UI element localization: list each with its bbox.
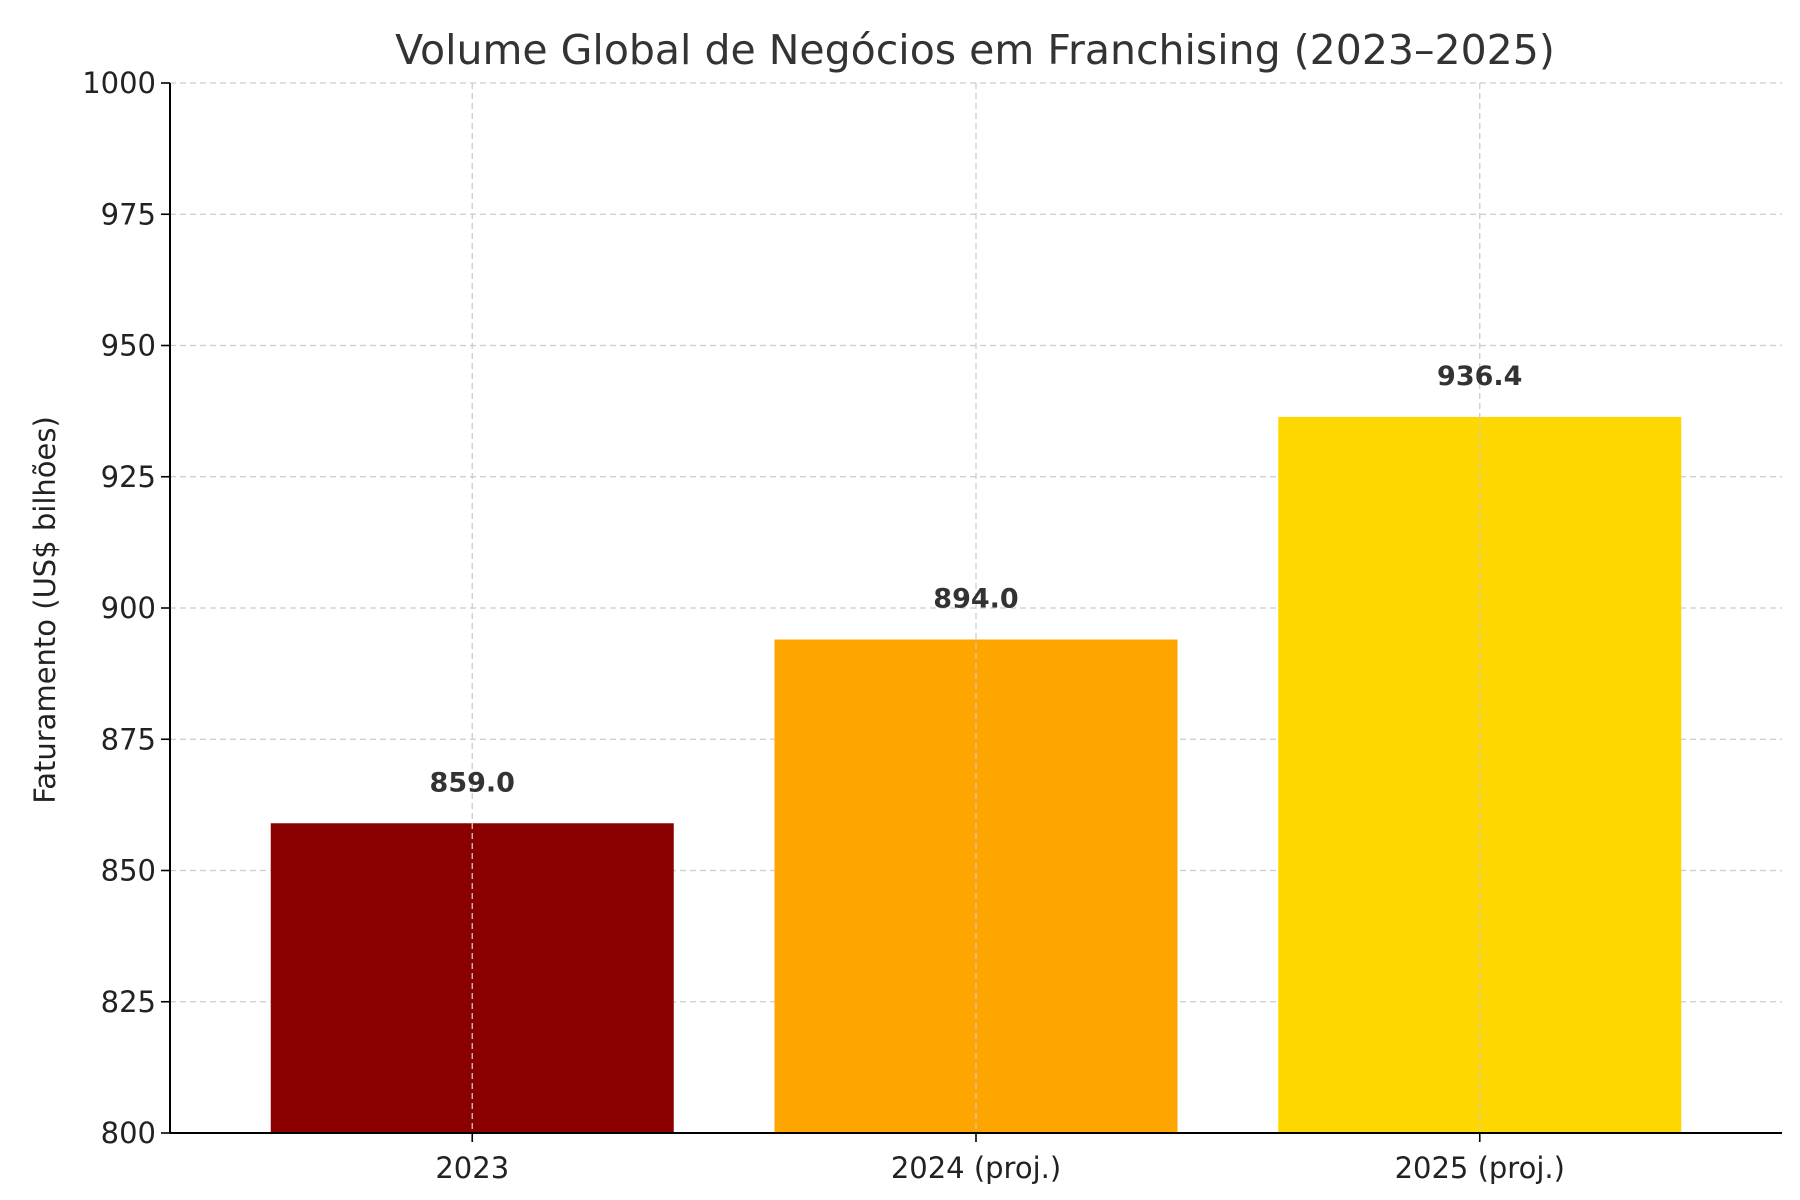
vertical-grid-lines [471,83,1481,1133]
y-axis-ticks: 800 825 850 875 900 925 950 975 1000 [82,66,170,1150]
y-tick-label: 975 [101,197,156,231]
y-tick-label: 825 [101,985,156,1019]
y-tick-label: 925 [101,460,156,494]
bar-value-label: 894.0 [933,584,1018,615]
y-tick-label: 1000 [82,66,156,100]
x-axis-ticks: 2023 2024 (proj.) 2025 (proj.) [435,1133,1565,1185]
y-axis-label: Faturamento (US$ bilhões) [28,416,62,804]
bar-value-label: 936.4 [1437,361,1522,392]
y-tick-label: 875 [101,722,156,756]
x-tick-label: 2024 (proj.) [891,1151,1061,1185]
bar-value-label: 859.0 [430,767,515,798]
x-tick-label: 2025 (proj.) [1395,1151,1565,1185]
data-labels: 859.0 894.0 936.4 [430,361,1523,798]
y-tick-label: 850 [101,854,156,888]
y-tick-label: 950 [101,329,156,363]
y-tick-label: 800 [101,1116,156,1150]
y-tick-label: 900 [101,591,156,625]
chart-title: Volume Global de Negócios em Franchising… [395,26,1555,74]
x-tick-label: 2023 [435,1151,509,1185]
